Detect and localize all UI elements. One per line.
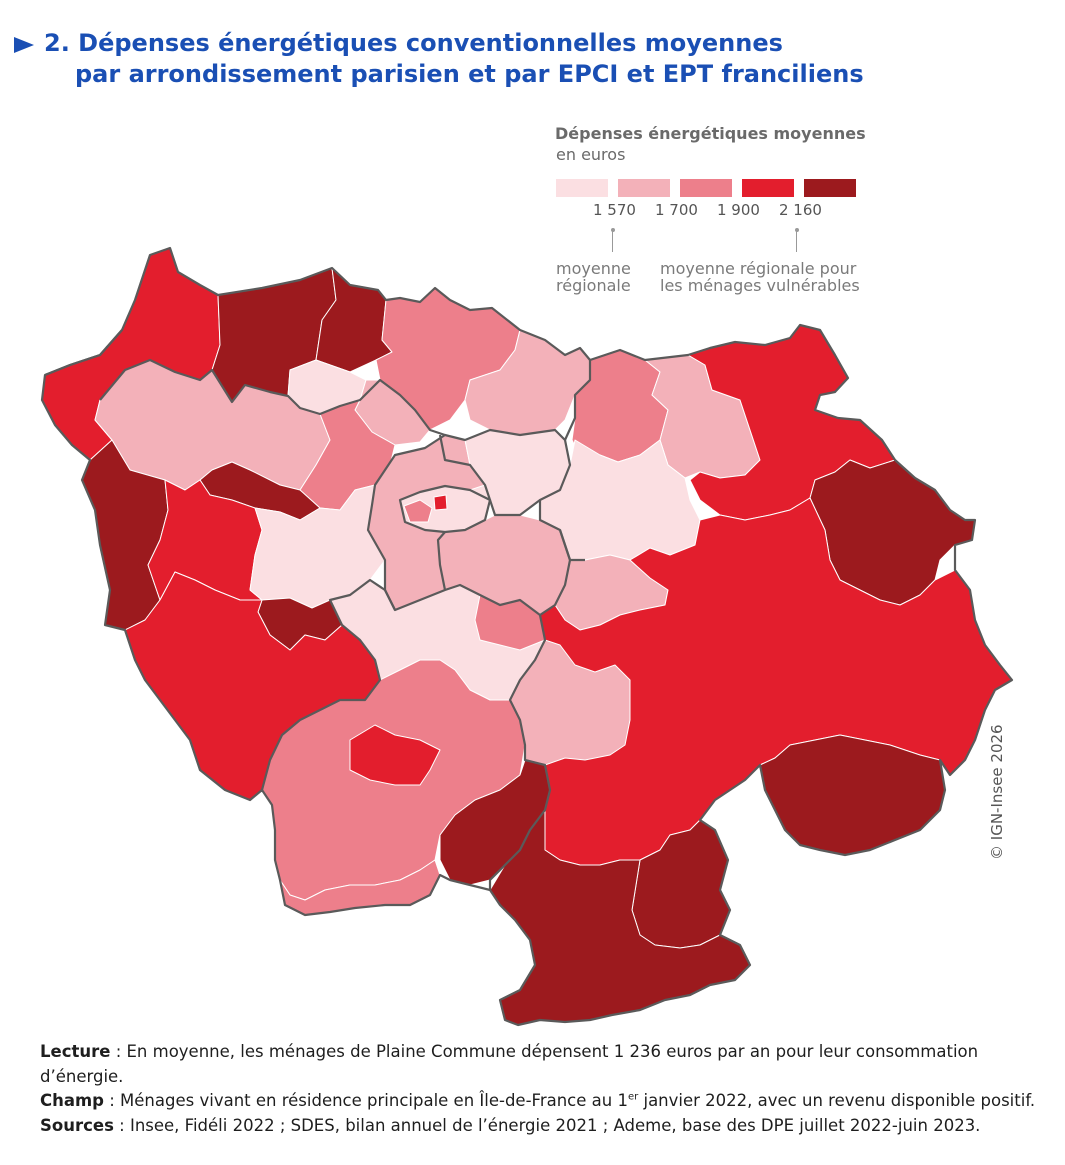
- region-paris-arr-b: [433, 494, 448, 511]
- regional-mean-note: moyenne régionale: [556, 260, 631, 294]
- title-line-2: par arrondissement parisien et par EPCI …: [75, 60, 864, 88]
- regional-mean-marker-dot: [611, 228, 615, 232]
- border-val-d-oise: [44, 329, 592, 441]
- department-borders: [40, 246, 1014, 1027]
- border-essonne-seine-et-marne: [488, 614, 552, 890]
- border-val-de-marne-east: [558, 529, 585, 562]
- lecture-text: : En moyenne, les ménages de Plaine Comm…: [40, 1042, 979, 1086]
- vulnerable-mean-marker-line: [796, 230, 797, 252]
- map-regions: [41, 247, 1013, 1026]
- copyright-notice: © IGN-Insee 2026: [988, 724, 1006, 860]
- paris-outline: [398, 484, 492, 534]
- vulnerable-mean-marker-dot: [795, 228, 799, 232]
- sources-text: : Insee, Fidéli 2022 ; SDES, bilan annue…: [113, 1115, 981, 1135]
- legend-swatch-1: [556, 179, 608, 197]
- vulnerable-mean-note-line-2: les ménages vulnérables: [660, 276, 860, 295]
- champ-text-a: : Ménages vivant en résidence principale…: [104, 1091, 628, 1110]
- champ-label: Champ: [40, 1091, 104, 1110]
- sources-label: Sources: [40, 1115, 114, 1135]
- lecture-label: Lecture: [40, 1042, 111, 1061]
- legend-title: Dépenses énergétiques moyennes: [555, 124, 866, 143]
- region-yvelines-pale: [249, 484, 386, 609]
- champ-superscript: er: [627, 1091, 639, 1103]
- border-yvelines-essonne: [260, 578, 396, 791]
- legend-threshold-4: 2 160: [779, 201, 822, 219]
- sources-note: Sources : Insee, Fidéli 2022 ; SDES, bil…: [40, 1114, 1040, 1139]
- legend-threshold-2: 1 700: [655, 201, 698, 219]
- region-outline: [40, 246, 1014, 1027]
- vulnerable-mean-note: moyenne régionale pour les ménages vulné…: [660, 260, 860, 294]
- legend-threshold-1: 1 570: [593, 201, 636, 219]
- vulnerable-mean-note-line-1: moyenne régionale pour: [660, 259, 857, 278]
- region-essonne-red: [349, 724, 441, 786]
- region-paris-arr-a: [403, 499, 433, 523]
- legend-unit: en euros: [556, 145, 626, 164]
- legend-swatch-5: [804, 179, 856, 197]
- title-line-1: 2. Dépenses énergétiques conventionnelle…: [44, 29, 783, 57]
- regional-mean-marker-line: [612, 230, 613, 252]
- legend-swatch-4: [742, 179, 794, 197]
- border-hauts-de-seine: [436, 434, 492, 591]
- legend-swatch-2: [618, 179, 670, 197]
- champ-note: Champ : Ménages vivant en résidence prin…: [40, 1089, 1040, 1114]
- border-seine-saint-denis: [488, 499, 541, 517]
- legend: Dépenses énergétiques moyennes en euros …: [550, 124, 880, 294]
- legend-threshold-3: 1 900: [717, 201, 760, 219]
- champ-text-b: janvier 2022, avec un revenu disponible …: [638, 1091, 1036, 1110]
- title-text: 2. Dépenses énergétiques conventionnelle…: [44, 28, 1014, 90]
- title-arrow-icon: [14, 37, 34, 53]
- ile-de-france-map: [40, 246, 1014, 1027]
- lecture-note: Lecture : En moyenne, les ménages de Pla…: [40, 1040, 1040, 1089]
- regional-mean-note-line-2: régionale: [556, 276, 631, 295]
- legend-swatch-3: [680, 179, 732, 197]
- regional-mean-note-line-1: moyenne: [556, 259, 631, 278]
- figure-title: 2. Dépenses énergétiques conventionnelle…: [14, 28, 1014, 90]
- figure-footer: Lecture : En moyenne, les ménages de Pla…: [40, 1040, 1040, 1138]
